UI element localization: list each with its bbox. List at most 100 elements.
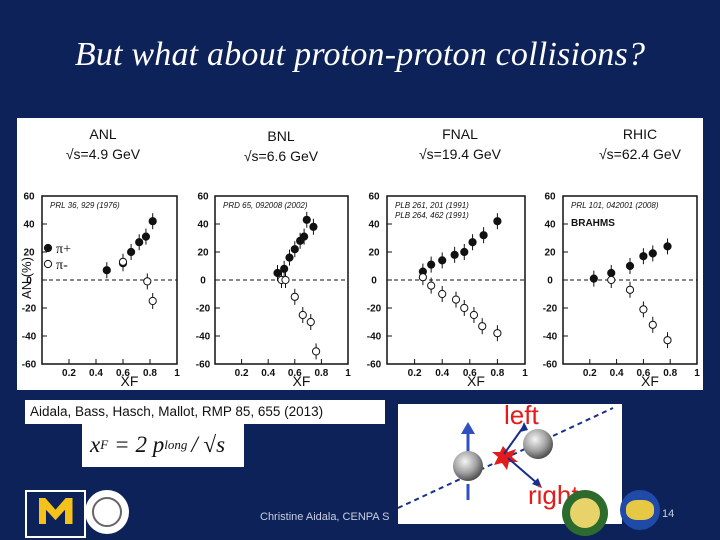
data-point-pi-minus (148, 296, 157, 306)
data-point-pi-plus (460, 247, 469, 257)
legend-pi-plus: π+ (56, 242, 71, 257)
proton-left-icon (453, 451, 483, 481)
collision-burst-icon (492, 446, 518, 470)
data-point-pi-plus (141, 232, 151, 241)
data-point-pi-plus (663, 242, 672, 251)
y-tick-label: -60 (22, 360, 37, 371)
panel-label-anl: ANL √s=4.9 GeV (33, 118, 173, 186)
y-tick-label: 60 (23, 192, 35, 203)
x-tick-label: 0.4 (610, 368, 624, 379)
y-tick-label: 40 (368, 220, 380, 231)
y-tick-label: 60 (544, 192, 556, 203)
data-point-pi-minus (460, 303, 469, 313)
y-tick-label: -60 (367, 360, 382, 371)
data-point-pi-plus (127, 247, 136, 257)
data-point-pi-plus (625, 261, 635, 271)
x-axis-label: XF (467, 373, 485, 389)
x-tick-label: 0.2 (583, 368, 597, 379)
x-tick-label: 1 (174, 368, 180, 379)
data-point-pi-plus (148, 217, 157, 226)
y-tick-label: 40 (23, 220, 35, 231)
y-tick-label: -40 (196, 332, 211, 343)
x-axis-label: XF (293, 373, 311, 389)
x-tick-label: 1 (694, 368, 700, 379)
data-point-pi-minus (493, 329, 502, 338)
x-tick-label: 0.8 (663, 368, 677, 379)
x-tick-label: 0.6 (116, 368, 130, 379)
data-point-pi-minus (648, 320, 657, 329)
scatter-right-arrow (507, 457, 539, 485)
x-tick-label: 0.2 (62, 368, 76, 379)
y-tick-label: 0 (547, 276, 553, 287)
y-tick-label: 0 (200, 276, 206, 287)
x-tick-label: 0.4 (89, 368, 103, 379)
x-tick-label: 0.8 (143, 368, 157, 379)
reference-label-2: PLB 264, 462 (1991) (395, 211, 469, 220)
legend-marker-pi-minus (43, 259, 53, 269)
x-tick-label: 0.8 (490, 368, 504, 379)
y-tick-label: 60 (368, 192, 380, 203)
data-point-pi-minus (469, 310, 479, 320)
x-tick-label: 0.6 (288, 368, 302, 379)
data-point-pi-minus (143, 277, 152, 286)
panel-label-rhic: RHIC √s=62.4 GeV (560, 118, 720, 186)
y-tick-label: 60 (197, 192, 209, 203)
data-point-pi-minus (298, 310, 307, 320)
y-tick-label: -20 (543, 304, 558, 315)
panel-label-line2: √s=62.4 GeV (598, 146, 681, 162)
y-tick-label: -40 (543, 332, 558, 343)
data-point-pi-minus (639, 305, 648, 314)
data-point-pi-plus (648, 249, 657, 258)
data-point-pi-plus (300, 232, 309, 241)
data-point-pi-minus (478, 322, 487, 331)
proton-right-icon (523, 429, 553, 459)
y-tick-label: 20 (23, 248, 35, 259)
panel-label-line1: ANL (89, 126, 117, 142)
x-tick-label: 1 (345, 368, 351, 379)
y-tick-label: -20 (367, 304, 382, 315)
slide-title: But what about proton-proton collisions? (74, 36, 646, 73)
data-point-pi-minus (306, 317, 315, 327)
panel-label-line1: FNAL (442, 126, 478, 142)
collision-sketch (397, 407, 614, 509)
formula-sub: F (100, 436, 109, 452)
data-point-pi-plus (427, 260, 436, 269)
scatter-left-arrowhead (520, 422, 528, 432)
formula-sub2: long (164, 436, 188, 452)
data-point-pi-plus (450, 250, 459, 259)
plot-frame (386, 195, 526, 365)
data-point-pi-plus (309, 222, 318, 231)
data-point-pi-minus (607, 275, 616, 285)
panel-label-fnal: FNAL √s=19.4 GeV (380, 118, 540, 186)
x-tick-label: 1 (522, 368, 528, 379)
reference-label: PLB 261, 201 (1991) (395, 201, 469, 210)
umich-logo (25, 490, 86, 538)
y-tick-label: -20 (22, 304, 37, 315)
y-tick-label: 20 (368, 248, 380, 259)
data-point-pi-plus (273, 268, 282, 278)
data-point-pi-plus (280, 264, 289, 273)
panel-label-line2: √s=4.9 GeV (65, 146, 141, 162)
data-point-pi-plus (135, 238, 144, 247)
data-point-pi-plus (290, 245, 299, 254)
formula-tail: / √s (191, 431, 226, 457)
x-tick-label: 0.6 (636, 368, 650, 379)
panel-label-line2: √s=19.4 GeV (418, 146, 501, 162)
seal-logo (85, 490, 129, 534)
x-axis-label: XF (641, 373, 659, 389)
panel-label-line1: BNL (267, 128, 295, 144)
y-tick-label: -40 (22, 332, 37, 343)
x-tick-label: 0.6 (463, 368, 477, 379)
x-tick-label: 0.2 (235, 368, 249, 379)
data-point-pi-minus (418, 273, 427, 282)
y-tick-label: 20 (544, 248, 556, 259)
data-point-pi-minus (663, 336, 672, 345)
y-axis-label: AN (%) (19, 257, 34, 299)
y-tick-label: -60 (196, 360, 211, 371)
y-tick-label: 20 (197, 248, 209, 259)
data-point-pi-minus (311, 347, 321, 356)
nsf-logo (620, 490, 660, 530)
y-tick-label: 40 (544, 220, 556, 231)
scatter-right-arrowhead (532, 478, 542, 488)
footer-text: Christine Aidala, CENPA S (260, 511, 390, 523)
